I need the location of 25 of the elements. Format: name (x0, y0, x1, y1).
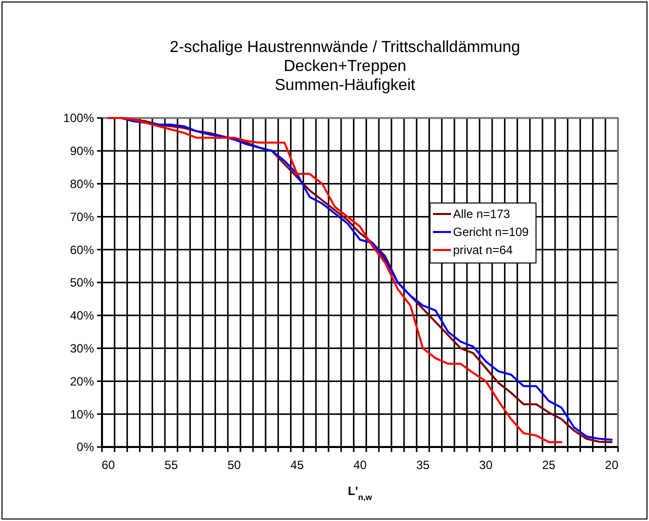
y-tick-label: 60% (70, 242, 94, 257)
y-tick-label: 50% (70, 276, 94, 290)
y-tick-label: 30% (70, 342, 94, 356)
x-tick-label: 60 (102, 458, 116, 472)
y-tick-label: 20% (70, 374, 94, 388)
y-tick-label: 40% (70, 308, 94, 323)
x-tick-label: 50 (227, 458, 242, 472)
chart-title: 2-schalige Haustrennwände / Trittschalldämmung Decken+Treppen Summen-Häufigkeit (170, 39, 520, 94)
legend-label: privat n=64 (453, 243, 514, 258)
x-tick-label: 20 (605, 458, 619, 472)
y-tick-label: 10% (70, 407, 94, 422)
y-tick-label: 80% (70, 177, 94, 191)
y-tick-label: 0% (76, 440, 94, 454)
x-tick-label: 35 (416, 458, 430, 472)
legend-label: Alle n=173 (453, 207, 510, 222)
x-axis-title: L'$_{n,w}$ (348, 484, 373, 502)
legend-label: Gericht n=109 (453, 225, 530, 240)
x-tick-label: 45 (290, 458, 304, 472)
x-tick-label: 25 (542, 458, 556, 472)
y-tick-label: 90% (70, 144, 94, 158)
x-tick-label: 55 (164, 458, 178, 472)
y-tick-label: 100% (63, 111, 94, 126)
x-tick-label: 40 (353, 458, 367, 472)
y-tick-label: 70% (70, 210, 94, 224)
x-tick-label: 30 (479, 458, 493, 472)
